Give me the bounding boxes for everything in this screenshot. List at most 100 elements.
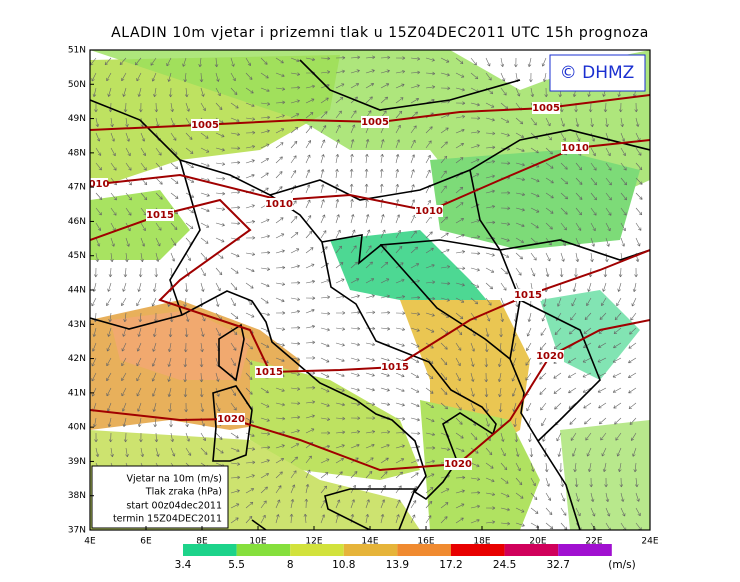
wind-arrow [603,267,608,278]
wind-arrow [499,327,503,338]
wind-arrow [395,139,400,149]
wind-arrow [560,207,568,215]
wind-arrow [290,216,298,224]
wind-arrow [380,69,390,74]
wind-arrow [583,327,592,334]
wind-arrow [515,177,526,182]
wind-arrow [526,342,532,352]
wind-arrow [230,72,236,82]
wind-arrow [245,102,255,108]
wind-arrow [395,110,403,119]
wind-arrow [91,372,97,382]
wind-arrow [260,267,271,271]
wind-arrow [260,486,268,494]
wind-arrow [137,327,142,337]
wind-arrow [320,357,330,363]
wind-arrow [485,72,492,81]
colorbar-label: 5.5 [228,559,245,571]
legend-line: start 00z04dec2011 [126,501,222,512]
wind-arrow [530,252,537,261]
wind-arrow [290,499,295,509]
longitude-label: 8E [196,537,208,547]
wind-arrow [635,237,641,247]
wind-arrow [628,342,637,349]
wind-arrow [410,98,420,104]
wind-arrow [635,207,643,216]
wind-arrow [395,402,405,407]
wind-arrow [170,222,178,230]
wind-arrow [275,265,286,270]
wind-arrow [152,342,157,352]
wind-arrow [95,237,101,247]
wind-arrow [590,207,597,216]
wind-arrow [455,297,465,303]
wind-arrow [215,207,226,211]
wind-arrow [500,447,506,457]
wind-arrow [245,173,255,179]
wind-arrow [140,237,146,247]
wind-arrow [556,432,562,442]
wind-arrow [350,326,361,331]
wind-arrow [350,83,360,89]
wind-arrow [110,147,116,157]
wind-arrow [123,432,128,443]
wind-arrow [230,312,239,319]
isobar-label: 1005 [361,117,389,128]
wind-arrow [618,102,623,113]
wind-arrow [260,473,269,479]
wind-arrow [230,117,240,123]
colorbar-label: 17.2 [439,559,462,571]
wind-arrow [557,447,562,457]
wind-arrow [260,218,270,224]
wind-arrow [350,342,360,347]
wind-arrow [106,372,112,382]
wind-arrow [183,297,187,308]
wind-arrow [290,401,301,406]
wind-arrow [455,417,463,425]
wind-arrow [455,233,465,239]
wind-arrow [485,477,495,483]
wind-arrow [123,102,128,113]
wind-arrow [484,387,489,398]
wind-arrow [470,130,481,134]
wind-arrow [140,147,146,156]
wind-arrow [290,387,301,391]
colorbar-segment [558,544,612,556]
wind-arrow [365,326,376,331]
wind-arrow [574,477,579,488]
wind-arrow [395,154,400,164]
wind-arrow [500,117,510,123]
wind-arrow [425,446,436,450]
wind-arrow [380,214,385,224]
wind-arrow [275,282,286,286]
wind-arrow [500,206,511,211]
wind-arrow [590,492,595,502]
wind-arrow [260,158,269,164]
wind-arrow [440,216,448,224]
wind-arrow [395,214,401,224]
wind-arrow [245,387,253,395]
wind-arrow [95,192,103,201]
wind-arrow [106,387,112,397]
watermark-box: © DHMZ [549,54,646,92]
wind-arrow [500,462,508,471]
wind-arrow [110,207,117,216]
wind-arrow [395,387,405,393]
wind-arrow [290,484,296,494]
wind-arrow [215,237,225,243]
wind-arrow [275,327,286,331]
wind-arrow [305,230,313,239]
wind-arrow [380,139,385,149]
wind-arrow [230,462,241,466]
latitude-label: 40N [68,423,86,433]
wind-arrow [185,177,195,183]
wind-arrow [557,297,562,307]
isobar-label: 1015 [146,210,174,221]
wind-arrow [440,265,451,269]
wind-arrow [94,267,98,278]
wind-arrow [290,140,298,149]
wind-arrow [230,489,240,494]
wind-arrow [440,488,450,494]
title: ALADIN 10m vjetar i prizemni tlak u 15Z0… [111,25,649,41]
wind-arrow [380,229,386,239]
